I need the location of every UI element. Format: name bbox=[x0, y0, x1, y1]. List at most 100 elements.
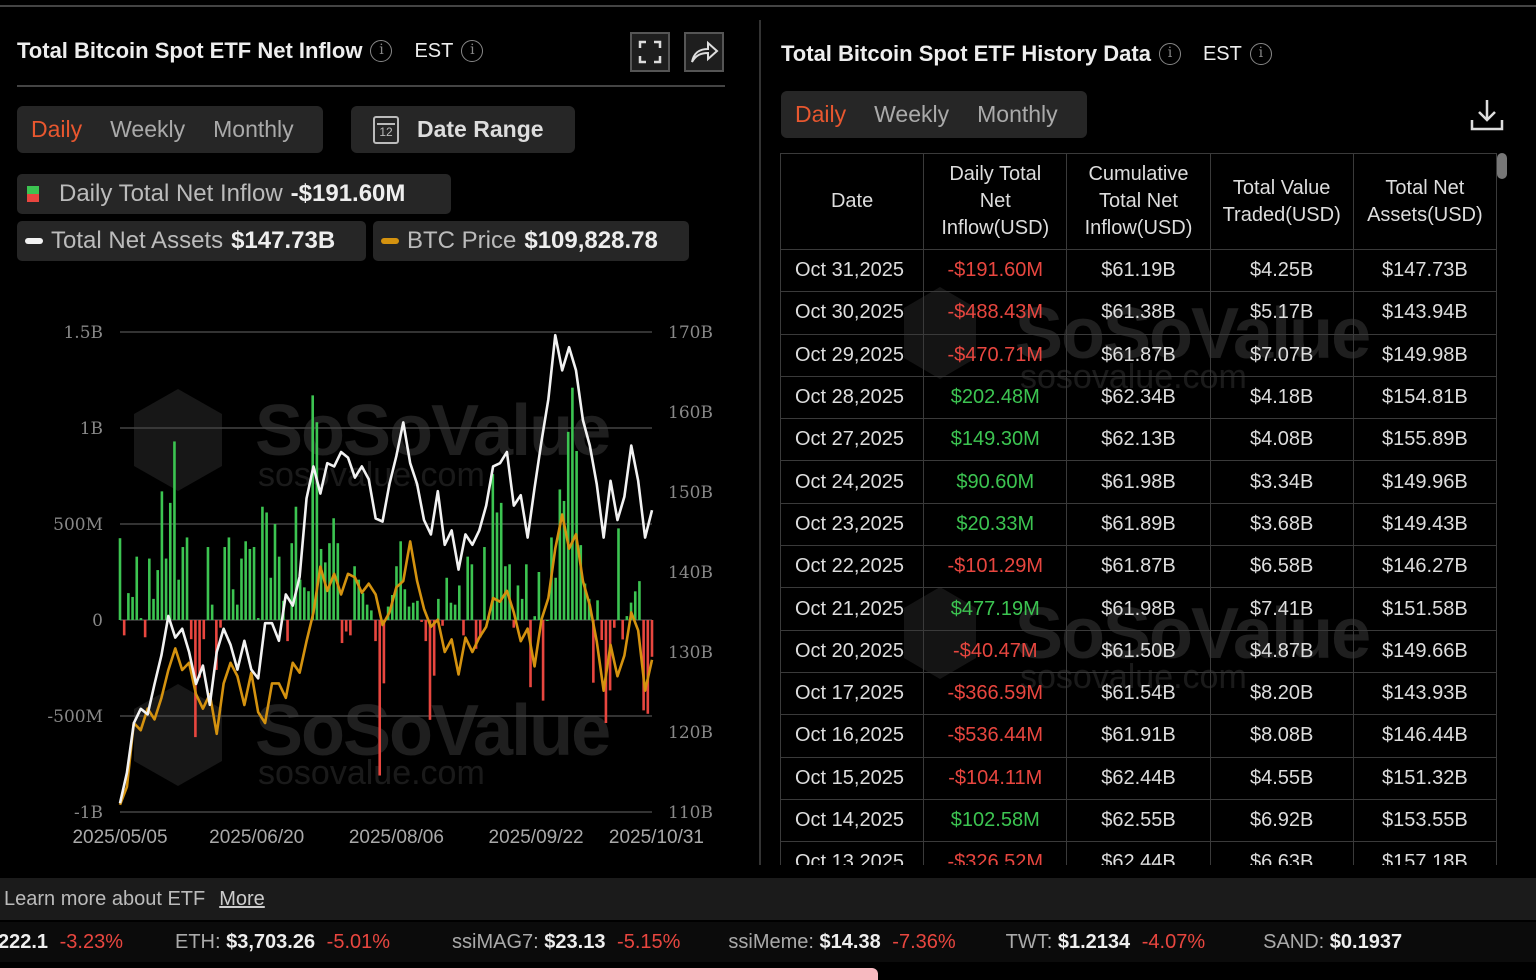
inflow-bar bbox=[215, 620, 218, 670]
inflow-bar bbox=[361, 593, 365, 620]
table-row[interactable]: Oct 24,2025 $90.60M $61.98B $3.34B $149.96B bbox=[780, 460, 1497, 504]
tab-weekly[interactable]: Weekly bbox=[110, 116, 186, 142]
table-row[interactable]: Oct 15,2025 -$104.11M $62.44B $4.55B $151.32… bbox=[780, 756, 1497, 800]
fullscreen-button[interactable] bbox=[630, 32, 670, 72]
table-scrollbar[interactable] bbox=[1497, 153, 1507, 179]
inflow-bar bbox=[277, 556, 281, 620]
inflow-bar bbox=[512, 620, 516, 628]
inflow-bar bbox=[357, 579, 361, 620]
bottom-banner[interactable] bbox=[0, 968, 878, 980]
cell-daily-inflow: -$326.52M bbox=[923, 841, 1068, 865]
ticker-item[interactable]: ssiMeme: $14.38 -7.36% bbox=[728, 931, 955, 954]
inflow-bar bbox=[424, 620, 428, 642]
cell-date: Oct 30,2025 bbox=[780, 291, 925, 335]
column-header-cumulative-inflow[interactable]: Cumulative Total Net Inflow(USD) bbox=[1066, 153, 1211, 250]
tab-monthly[interactable]: Monthly bbox=[213, 116, 294, 142]
legend-inflow[interactable]: Daily Total Net Inflow -$191.60M bbox=[17, 174, 451, 214]
info-icon[interactable]: i bbox=[461, 40, 484, 62]
inflow-bar bbox=[256, 618, 260, 620]
inflow-bar bbox=[118, 538, 122, 620]
table-row[interactable]: Oct 23,2025 $20.33M $61.89B $3.68B $149.43B bbox=[780, 502, 1497, 547]
table-row[interactable]: Oct 17,2025 -$366.59M $61.54B $8.20B $143.93… bbox=[780, 671, 1497, 716]
inflow-bar bbox=[344, 620, 348, 632]
right-axis-tick: 110B bbox=[668, 803, 713, 823]
left-axis-tick: -1B bbox=[74, 803, 103, 823]
inflow-bar bbox=[231, 589, 235, 620]
cell-net-assets: $146.27B bbox=[1352, 545, 1497, 589]
table-header-row: Date Daily Total Net Inflow(USD) Cumulat… bbox=[780, 153, 1497, 250]
table-row[interactable]: Oct 28,2025 $202.48M $62.34B $4.18B $154.81B bbox=[780, 375, 1497, 420]
column-header-daily-inflow[interactable]: Daily Total Net Inflow(USD) bbox=[923, 153, 1068, 250]
table-row[interactable]: Oct 29,2025 -$470.71M $61.87B $7.07B $149.98… bbox=[780, 333, 1497, 377]
inflow-bar bbox=[185, 537, 189, 620]
table-row[interactable]: Oct 27,2025 $149.30M $62.13B $4.08B $155.89B bbox=[780, 418, 1497, 462]
table-row[interactable]: Oct 31,2025 -$191.60M $61.19B $4.25B $147.73… bbox=[780, 248, 1497, 293]
inflow-bar bbox=[416, 600, 419, 620]
tab-daily[interactable]: Daily bbox=[795, 101, 847, 127]
date-range-button[interactable]: 12 Date Range bbox=[351, 106, 575, 153]
cell-cumulative-inflow: $61.91B bbox=[1066, 714, 1211, 758]
watermark bbox=[130, 680, 226, 795]
share-icon bbox=[691, 40, 719, 63]
tab-monthly[interactable]: Monthly bbox=[977, 101, 1058, 127]
table-row[interactable]: Oct 20,2025 -$40.47M $61.50B $4.87B $149.66B bbox=[780, 629, 1497, 673]
info-icon[interactable]: i bbox=[1249, 43, 1272, 65]
ticker-item[interactable]: 222.1 -3.23% bbox=[0, 931, 123, 954]
column-header-net-assets[interactable]: Total Net Assets(USD) bbox=[1352, 153, 1497, 250]
learn-more-text: Learn more about ETF bbox=[4, 887, 206, 910]
inflow-chart[interactable]: 1.5B 1B 500M 0 -500M -1B 170B 160B 150B 140B 130B 1… bbox=[0, 300, 740, 860]
legend-price-label: BTC Price bbox=[407, 227, 517, 254]
cell-value-traded: $4.08B bbox=[1209, 418, 1354, 462]
cell-cumulative-inflow: $61.54B bbox=[1066, 671, 1211, 716]
inflow-bar bbox=[273, 524, 277, 620]
inflow-bar bbox=[562, 500, 566, 620]
inflow-bar bbox=[315, 422, 319, 620]
info-icon[interactable]: i bbox=[1158, 43, 1181, 65]
calendar-icon: 12 bbox=[373, 115, 399, 144]
inflow-bar bbox=[202, 620, 206, 640]
left-axis-tick: 1B bbox=[80, 419, 103, 439]
inflow-bar bbox=[453, 604, 457, 620]
share-button[interactable] bbox=[684, 32, 724, 72]
table-row[interactable]: Oct 22,2025 -$101.29M $61.87B $6.58B $146.27… bbox=[780, 545, 1497, 589]
cell-date: Oct 29,2025 bbox=[780, 333, 925, 377]
table-row[interactable]: Oct 14,2025 $102.58M $62.55B $6.92B $153.55B bbox=[780, 798, 1497, 843]
ticker-item[interactable]: TWT: $1.2134 -4.07% bbox=[1006, 931, 1205, 954]
download-button[interactable] bbox=[1470, 98, 1504, 137]
ticker-change: -7.36% bbox=[892, 930, 956, 953]
cell-cumulative-inflow: $62.55B bbox=[1066, 798, 1211, 843]
inflow-bar bbox=[122, 620, 126, 636]
x-axis-tick: 2025/06/20 bbox=[209, 827, 304, 848]
inflow-bar bbox=[403, 589, 407, 620]
table-row[interactable]: Oct 21,2025 $477.19M $61.98B $7.41B $151.58B bbox=[780, 587, 1497, 631]
info-icon[interactable]: i bbox=[370, 40, 393, 62]
inflow-bar bbox=[353, 566, 356, 620]
ticker-item[interactable]: SAND: $0.1937 bbox=[1263, 931, 1408, 954]
right-axis-tick: 160B bbox=[668, 403, 713, 423]
inflow-bar bbox=[508, 564, 511, 620]
ticker-item[interactable]: ETH: $3,703.26 -5.01% bbox=[175, 931, 390, 954]
cell-daily-inflow: -$40.47M bbox=[923, 629, 1068, 673]
cell-date: Oct 24,2025 bbox=[780, 460, 925, 504]
tab-weekly[interactable]: Weekly bbox=[874, 101, 950, 127]
cell-value-traded: $4.55B bbox=[1209, 756, 1354, 800]
inflow-bar bbox=[633, 591, 637, 620]
more-link[interactable]: More bbox=[219, 887, 265, 910]
column-header-date[interactable]: Date bbox=[780, 153, 925, 250]
ticker-item[interactable]: ssiMAG7: $23.13 -5.15% bbox=[452, 931, 680, 954]
cell-net-assets: $157.18B bbox=[1352, 841, 1497, 865]
table-row[interactable]: Oct 16,2025 -$536.44M $61.91B $8.08B $146.44… bbox=[780, 714, 1497, 758]
inflow-bar bbox=[621, 620, 624, 640]
legend-price[interactable]: BTC Price $109,828.78 bbox=[373, 221, 689, 261]
tab-daily[interactable]: Daily bbox=[31, 116, 83, 142]
assets-swatch-icon bbox=[25, 238, 43, 244]
inflow-bar bbox=[189, 620, 193, 640]
legend-assets[interactable]: Total Net Assets $147.73B bbox=[17, 221, 366, 261]
inflow-bar bbox=[617, 528, 620, 620]
table-row[interactable]: Oct 13,2025 -$326.52M $62.44B $6.63B $157.18… bbox=[780, 841, 1497, 865]
table-row[interactable]: Oct 30,2025 -$488.43M $61.38B $5.17B $143.94… bbox=[780, 291, 1497, 335]
inflow-swatch-icon bbox=[27, 186, 39, 202]
inflow-bar bbox=[181, 547, 185, 620]
left-axis-tick: 1.5B bbox=[63, 323, 103, 343]
column-header-value-traded[interactable]: Total Value Traded(USD) bbox=[1209, 153, 1354, 250]
